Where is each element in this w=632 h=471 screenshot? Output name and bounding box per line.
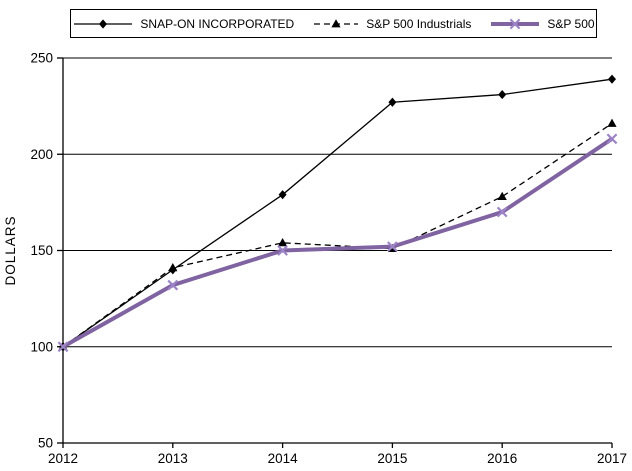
y-tick-label-250: 250 — [30, 51, 53, 66]
y-tick-label-50: 50 — [38, 436, 53, 451]
x-marker-icon — [387, 241, 398, 253]
legend-item-snap-on-incorporated: SNAP-ON INCORPORATED — [72, 17, 294, 31]
x-tick-label-2013: 2013 — [158, 451, 188, 466]
y-tick-label-150: 150 — [30, 243, 53, 258]
y-tick-label-200: 200 — [30, 147, 53, 162]
sp500-line-sample-icon — [491, 18, 540, 29]
legend-label-sp500: S&P 500 — [547, 16, 595, 31]
diamond-marker-icon — [498, 89, 507, 100]
y-tick-label-100: 100 — [30, 339, 53, 354]
x-tick-label-2015: 2015 — [377, 451, 407, 466]
legend-item-sp500-industrials: S&P 500 Industrials — [312, 17, 471, 31]
legend: SNAP-ON INCORPORATED S&P 500 Industrials… — [70, 9, 597, 38]
x-tick-label-2014: 2014 — [268, 451, 299, 466]
diamond-marker-icon — [608, 74, 616, 84]
plot-area: 50 100 150 200 250 2012 2013 2014 2015 2016 2017 DO… — [3, 51, 627, 467]
diamond-marker-icon — [99, 18, 108, 29]
legend-label-snap-on-incorporated: SNAP-ON INCORPORATED — [140, 16, 295, 31]
x-marker-icon — [277, 245, 288, 256]
diamond-marker-icon — [388, 97, 397, 107]
x-marker-icon — [510, 18, 521, 29]
x-tick-label-2012: 2012 — [48, 451, 78, 466]
x-marker-icon — [606, 133, 618, 145]
series-line-snap-on-incorporated — [62, 78, 613, 348]
x-tick-label-2016: 2016 — [487, 451, 517, 466]
series-line-s-p-500-industrials — [62, 122, 613, 348]
x-marker-icon — [496, 206, 508, 218]
triangle-marker-icon — [607, 118, 617, 127]
x-tick-label-2017: 2017 — [597, 451, 627, 466]
snap-on-line-sample-icon — [74, 18, 133, 29]
legend-item-sp500: S&P 500 — [489, 16, 595, 31]
triangle-marker-icon — [278, 238, 288, 247]
diamond-marker-icon — [278, 190, 287, 200]
sp500-industrials-line-sample-icon — [314, 18, 359, 27]
x-marker-icon — [167, 279, 179, 291]
y-axis-title: DOLLARS — [3, 215, 18, 285]
triangle-marker-icon — [331, 18, 341, 27]
triangle-marker-icon — [497, 191, 507, 200]
triangle-marker-icon — [168, 263, 178, 272]
x-marker-icon — [57, 341, 69, 353]
series-line-s-p-500 — [62, 137, 614, 349]
legend-label-sp500-industrials: S&P 500 Industrials — [366, 16, 472, 31]
